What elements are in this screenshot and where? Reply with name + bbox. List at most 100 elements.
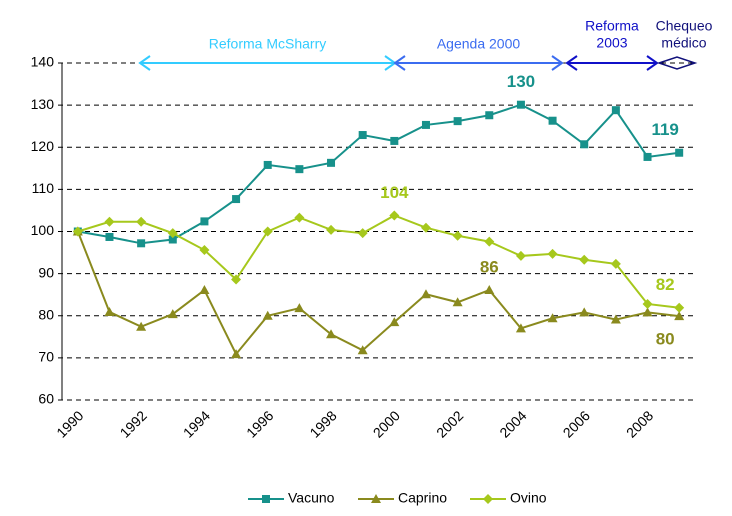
legend-label: Vacuno [288,490,335,506]
marker [547,248,558,259]
marker [515,323,526,333]
y-tick-label: 60 [38,391,54,407]
y-tick-label: 110 [32,180,55,196]
marker [579,254,590,265]
marker [420,289,431,299]
marker [357,228,368,239]
marker [515,250,526,261]
marker [610,258,621,269]
y-tick-label: 140 [31,54,55,70]
marker [484,285,495,295]
marker [389,317,400,327]
series-line [77,103,680,245]
marker [611,106,620,115]
marker [674,311,685,321]
marker [610,314,621,324]
marker [326,224,337,235]
marker [547,313,558,323]
y-tick-label: 130 [31,96,55,112]
marker [136,216,147,227]
marker [72,226,83,237]
marker [389,210,400,221]
marker [104,216,115,227]
legend-label: Ovino [510,490,547,506]
data-label: 86 [480,258,499,277]
marker [642,307,653,317]
y-tick-label: 70 [38,349,54,365]
x-tick-label: 2004 [496,407,529,440]
series-line [77,214,680,309]
period-label: Reforma McSharry [209,36,326,52]
marker [200,217,209,226]
marker [357,345,368,355]
period-label: Reforma [585,18,639,34]
marker [104,306,115,316]
marker [168,235,177,244]
marker [580,140,589,149]
marker [327,158,336,167]
marker [167,228,178,239]
data-label: 119 [651,120,678,139]
marker [294,303,305,313]
arrow-head [551,55,564,71]
marker [485,111,494,120]
marker [199,245,210,256]
x-tick-label: 2000 [370,407,403,440]
series-line [76,231,680,356]
x-tick-label: 1998 [306,407,339,440]
data-label: 130 [507,72,535,91]
period-arrow [656,56,698,70]
legend-label: Caprino [398,490,447,506]
marker [675,148,684,157]
marker [358,131,367,140]
period-label: médico [661,35,706,51]
marker [262,495,270,503]
marker [452,297,463,307]
marker [199,285,210,295]
data-label: 80 [656,330,675,349]
marker [516,100,525,109]
marker [295,165,304,174]
marker [421,120,430,129]
data-label: 104 [380,183,409,202]
marker [326,329,337,339]
arrow-head [138,55,151,71]
marker [548,116,557,125]
marker [231,274,242,285]
marker [420,222,431,233]
y-tick-label: 100 [31,222,55,238]
marker [642,298,653,309]
x-tick-label: 1992 [117,407,150,440]
marker [231,349,242,359]
x-tick-label: 2002 [433,407,466,440]
x-tick-label: 2006 [560,407,593,440]
arrow-head [393,55,406,71]
marker [674,302,685,313]
y-tick-label: 80 [38,306,54,322]
x-tick-label: 2008 [623,407,656,440]
marker [262,310,273,320]
marker [579,307,590,317]
marker [643,152,652,161]
marker [263,160,272,169]
marker [136,321,147,331]
marker [452,230,463,241]
x-tick-label: 1990 [53,407,86,440]
marker [453,117,462,126]
marker [262,226,273,237]
y-tick-label: 90 [38,264,54,280]
marker [371,494,381,503]
marker [484,236,495,247]
period-label: Agenda 2000 [437,36,521,52]
data-label: 82 [656,275,675,294]
marker [105,232,114,241]
marker [167,309,178,319]
arrow-head [565,55,578,71]
period-label: Chequeo [656,18,713,34]
y-tick-label: 120 [31,138,55,154]
marker [232,195,241,204]
marker [294,212,305,223]
x-tick-label: 1996 [243,407,276,440]
marker [483,494,493,504]
